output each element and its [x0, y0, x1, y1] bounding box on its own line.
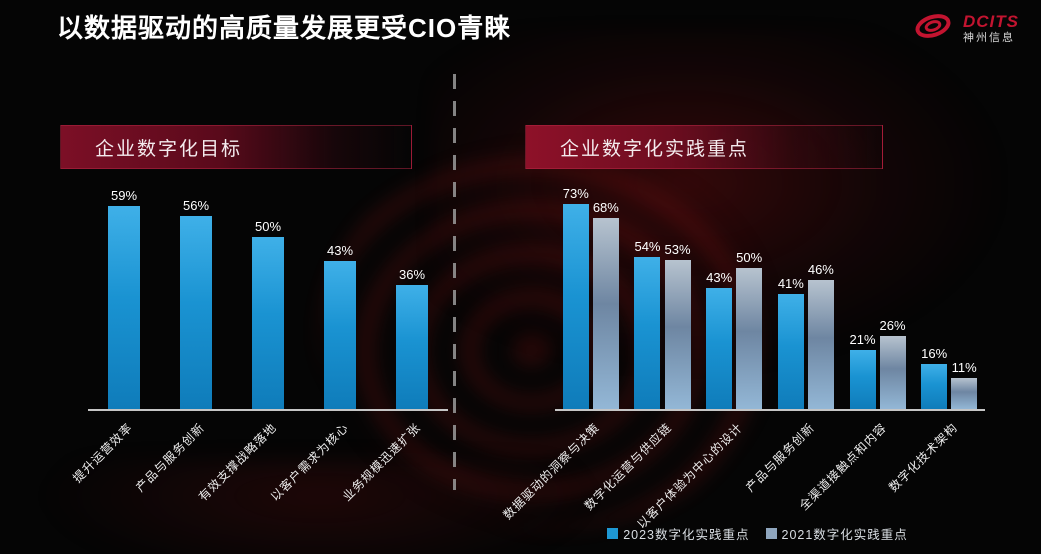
- bar-column-2021: 50%: [736, 250, 762, 409]
- bar-group: 50%: [232, 219, 304, 409]
- legend-item-2023: 2023数字化实践重点: [607, 524, 749, 543]
- bar-group: 43% 50%: [698, 250, 770, 409]
- bar-2021: [807, 280, 834, 409]
- bar-2023: [706, 288, 733, 409]
- bar-value-label: 73%: [562, 186, 589, 201]
- bar-value-label: 68%: [592, 200, 619, 215]
- bar-value-label: 11%: [951, 360, 977, 375]
- bar-value-label: 16%: [921, 346, 948, 361]
- goals-bar-chart: 59% 56% 50% 43% 36% 提升运营效率 产品与服务创新 有效支撑战略落地 以客户…: [70, 169, 448, 519]
- bar-value-label: 54%: [634, 239, 661, 254]
- logo-brand-name: DCITS: [963, 12, 1019, 32]
- chart-right-axis-line: [555, 409, 985, 411]
- legend-item-2021: 2021数字化实践重点: [765, 524, 908, 543]
- chart-right-labels: 数据驱动的洞察与决策 数字化运营与供应链 以客户体验为中心的设计 产品与服务创新 全渠道…: [500, 411, 985, 531]
- chart-left-bars: 59% 56% 50% 43% 36%: [88, 169, 448, 409]
- legend-swatch-2021: [765, 528, 777, 539]
- bar-2023: [562, 204, 589, 409]
- bar-column-main: 56%: [180, 198, 212, 409]
- bar-2023: [849, 350, 876, 409]
- bar-group: 41% 46%: [770, 262, 842, 409]
- bar-column-2023: 41%: [778, 276, 804, 409]
- left-panel: 企业数字化目标 59% 56% 50% 43% 36% 提升运营效率 产品与服务创新 有效支…: [60, 125, 448, 519]
- bar-column-2021: 46%: [808, 262, 834, 409]
- bar-2023: [634, 257, 661, 409]
- logo-company-name: 神州信息: [963, 31, 1015, 44]
- bar-value-label: 41%: [777, 276, 804, 291]
- category-label: 提升运营效率: [70, 420, 136, 486]
- bar-main: [396, 285, 428, 409]
- bar-main: [252, 237, 284, 409]
- bar-group: 56%: [160, 198, 232, 409]
- bar-2021: [592, 218, 619, 409]
- bar-group: 36%: [376, 267, 448, 409]
- legend-swatch-2023: [607, 528, 619, 539]
- bar-group: 16% 11%: [913, 346, 985, 409]
- category-slot: 业务规模迅速扩张: [340, 411, 448, 519]
- bar-column-main: 50%: [252, 219, 284, 409]
- bar-group: 43%: [304, 243, 376, 409]
- logo-swirl-icon: [910, 10, 956, 47]
- left-panel-header: 企业数字化目标: [60, 125, 412, 169]
- bar-2021: [664, 260, 691, 409]
- bar-value-label: 50%: [254, 219, 282, 234]
- bar-value-label: 50%: [736, 250, 763, 265]
- bar-main: [324, 261, 356, 409]
- bar-column-2021: 26%: [880, 318, 906, 409]
- vertical-dashed-divider: [453, 74, 456, 490]
- bar-2021: [736, 268, 763, 409]
- bar-column-2021: 11%: [951, 360, 978, 409]
- bar-value-label: 53%: [664, 242, 691, 257]
- bar-value-label: 46%: [807, 262, 834, 277]
- bar-column-2023: 54%: [634, 239, 661, 409]
- bar-column-main: 43%: [324, 243, 356, 409]
- chart-right-bars: 73% 68% 54% 53% 43% 50% 41% 46% 21% 26% 16% 11%: [555, 169, 985, 409]
- category-slot: 数字化技术架构: [886, 411, 985, 519]
- bar-column-2023: 16%: [921, 346, 947, 409]
- bar-main: [108, 206, 140, 409]
- bar-group: 73% 68%: [555, 186, 627, 409]
- bar-group: 54% 53%: [627, 239, 699, 409]
- company-logo: DCITS 神州信息: [910, 10, 1019, 47]
- bar-group: 59%: [88, 188, 160, 409]
- chart-legend: 2023数字化实践重点 2021数字化实践重点: [525, 524, 990, 543]
- bar-value-label: 26%: [879, 318, 906, 333]
- bar-2021: [879, 336, 906, 409]
- bar-column-2023: 73%: [563, 186, 589, 409]
- right-panel-header: 企业数字化实践重点: [525, 125, 883, 169]
- right-panel: 企业数字化实践重点 73% 68% 54% 53% 43% 50% 41% 46% 21% 26%…: [500, 125, 990, 543]
- bar-value-label: 36%: [398, 267, 426, 282]
- bar-2021: [951, 378, 978, 409]
- background-bottom-glow: [40, 460, 600, 554]
- slide-title: 以数据驱动的高质量发展更受CIO青睐: [57, 13, 512, 43]
- bar-group: 21% 26%: [842, 318, 914, 409]
- bar-column-2021: 53%: [665, 242, 691, 409]
- logo-text: DCITS 神州信息: [963, 12, 1019, 44]
- bar-value-label: 43%: [326, 243, 354, 258]
- bar-value-label: 21%: [849, 332, 876, 347]
- practice-bar-chart: 73% 68% 54% 53% 43% 50% 41% 46% 21% 26% 16% 11% 数据驱…: [500, 169, 985, 531]
- chart-left-labels: 提升运营效率 产品与服务创新 有效支撑战略落地 以客户需求为核心 业务规模迅速扩张: [70, 411, 448, 519]
- bar-column-main: 36%: [396, 267, 428, 409]
- legend-label-2021: 2021数字化实践重点: [781, 528, 908, 542]
- bar-column-2023: 21%: [849, 332, 876, 409]
- bar-value-label: 59%: [110, 188, 138, 203]
- bar-column-2021: 68%: [593, 200, 619, 409]
- legend-label-2023: 2023数字化实践重点: [623, 528, 750, 542]
- bar-column-main: 59%: [108, 188, 140, 409]
- bar-value-label: 56%: [182, 198, 210, 213]
- bar-2023: [777, 294, 804, 409]
- bar-2023: [921, 364, 948, 409]
- chart-left-axis-line: [88, 409, 448, 411]
- bar-main: [180, 216, 212, 409]
- bar-value-label: 43%: [706, 270, 733, 285]
- bar-column-2023: 43%: [706, 270, 732, 409]
